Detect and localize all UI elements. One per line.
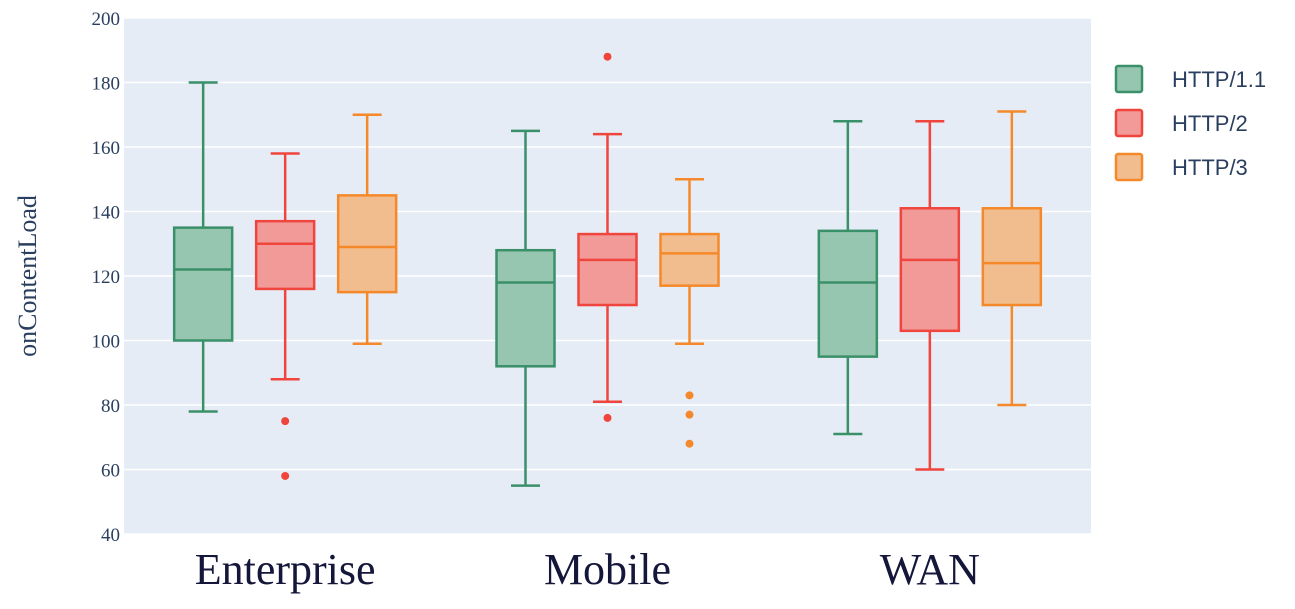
legend[interactable]: HTTP/1.1 HTTP/2 HTTP/3 <box>1114 64 1266 182</box>
box <box>817 119 879 436</box>
box <box>899 119 961 471</box>
box <box>659 178 720 448</box>
iqr-box <box>336 194 398 294</box>
y-tick-label: 160 <box>92 138 121 159</box>
box <box>336 113 398 345</box>
y-tick-label: 200 <box>92 9 121 30</box>
iqr-box <box>817 229 879 358</box>
legend-label: HTTP/3 <box>1172 155 1248 180</box>
iqr-box <box>495 248 556 368</box>
iqr-box <box>172 226 234 342</box>
iqr-box <box>981 207 1043 307</box>
outlier-point <box>281 417 290 426</box>
outlier-point <box>603 413 612 422</box>
y-tick-label: 80 <box>101 396 120 417</box>
legend-label: HTTP/1.1 <box>1172 67 1266 92</box>
box <box>172 81 234 413</box>
y-tick-label: 120 <box>92 267 121 288</box>
box <box>495 129 556 487</box>
legend-swatch <box>1114 152 1144 182</box>
outlier-point <box>603 52 612 61</box>
outlier-point <box>281 471 290 480</box>
y-tick-label: 100 <box>92 332 121 353</box>
x-axis-categories: Enterprise Mobile WAN <box>195 545 980 594</box>
y-tick-label: 60 <box>101 461 120 482</box>
outlier-point <box>685 391 694 400</box>
y-axis-ticks: 40 60 80 100 120 140 160 180 200 <box>92 9 121 546</box>
iqr-box <box>577 232 638 307</box>
iqr-box <box>254 219 316 291</box>
y-tick-label: 40 <box>101 525 120 546</box>
box <box>981 110 1043 407</box>
box <box>254 152 316 480</box>
y-tick-label: 180 <box>92 74 121 95</box>
y-axis-title: onContentLoad <box>13 195 42 357</box>
x-category-label: Mobile <box>544 545 671 594</box>
box <box>577 52 638 422</box>
x-category-label: WAN <box>880 545 980 594</box>
box-series <box>172 52 1043 487</box>
legend-swatch <box>1114 64 1144 94</box>
outlier-point <box>685 439 694 448</box>
iqr-box <box>899 207 961 333</box>
y-tick-label: 140 <box>92 203 121 224</box>
iqr-box <box>659 232 720 287</box>
legend-swatch <box>1114 108 1144 138</box>
legend-label: HTTP/2 <box>1172 111 1248 136</box>
x-category-label: Enterprise <box>195 545 376 594</box>
outlier-point <box>685 410 694 419</box>
